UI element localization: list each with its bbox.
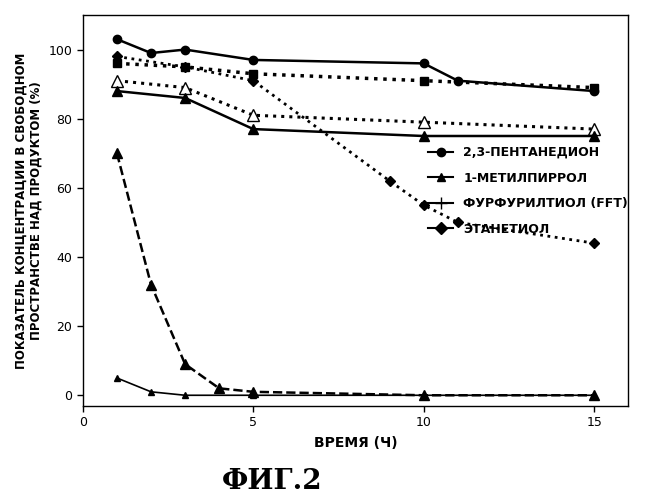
2,3-ПЕНТАНЕДИОН (181, 46, 189, 52)
1-МЕТИЛПИРРОЛ (590, 126, 598, 132)
ЭТАНЕТИОЛ (215, 386, 223, 392)
2,3-ПЕНТАНЕДИОН (590, 88, 598, 94)
Text: ФИГ.2: ФИГ.2 (221, 468, 322, 495)
ФУРФУРИЛТИОЛ (FFT) (590, 133, 598, 139)
1-МЕТИЛПИРРОЛ (249, 112, 257, 118)
ЭТАНЕТИОЛ (181, 361, 189, 367)
2,3-ПЕНТАНЕДИОН (454, 78, 462, 84)
Line: ФУРФУРИЛТИОЛ (FFT): ФУРФУРИЛТИОЛ (FFT) (112, 86, 599, 141)
X-axis label: ВРЕМЯ (Ч): ВРЕМЯ (Ч) (314, 436, 397, 450)
2,3-ПЕНТАНЕДИОН (420, 60, 428, 66)
ФУРФУРИЛТИОЛ (FFT) (249, 126, 257, 132)
1-МЕТИЛПИРРОЛ (420, 119, 428, 125)
Line: ЭТАНЕТИОЛ: ЭТАНЕТИОЛ (112, 148, 599, 400)
ЭТАНЕТИОЛ (147, 282, 155, 288)
2,3-ПЕНТАНЕДИОН (147, 50, 155, 56)
ФУРФУРИЛТИОЛ (FFT) (181, 95, 189, 101)
2,3-ПЕНТАНЕДИОН (113, 36, 121, 42)
Y-axis label: ПОКАЗАТЕЛЬ КОНЦЕНТРАЦИИ В СВОБОДНОМ
ПРОСТРАНСТВЕ НАД ПРОДУКТОМ (%): ПОКАЗАТЕЛЬ КОНЦЕНТРАЦИИ В СВОБОДНОМ ПРОС… (15, 52, 43, 368)
2,3-ПЕНТАНЕДИОН (249, 57, 257, 63)
ЭТАНЕТИОЛ (420, 392, 428, 398)
ЭТАНЕТИОЛ (249, 389, 257, 395)
Line: 2,3-ПЕНТАНЕДИОН: 2,3-ПЕНТАНЕДИОН (113, 35, 598, 95)
ЭТАНЕТИОЛ (113, 150, 121, 156)
ФУРФУРИЛТИОЛ (FFT) (420, 133, 428, 139)
Line: 1-МЕТИЛПИРРОЛ: 1-МЕТИЛПИРРОЛ (111, 75, 600, 134)
1-МЕТИЛПИРРОЛ (113, 78, 121, 84)
ФУРФУРИЛТИОЛ (FFT) (113, 88, 121, 94)
Legend: 2,3-ПЕНТАНЕДИОН, 1-МЕТИЛПИРРОЛ, ФУРФУРИЛТИОЛ (FFT), ЭТАНЕТИОЛ: 2,3-ПЕНТАНЕДИОН, 1-МЕТИЛПИРРОЛ, ФУРФУРИЛ… (423, 141, 633, 240)
ЭТАНЕТИОЛ (590, 392, 598, 398)
1-МЕТИЛПИРРОЛ (181, 84, 189, 90)
